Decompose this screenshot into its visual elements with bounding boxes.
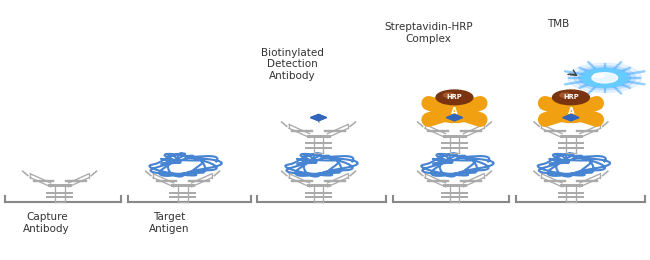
Text: A: A: [567, 107, 574, 116]
Text: Streptavidin-HRP
Complex: Streptavidin-HRP Complex: [384, 22, 473, 44]
Text: TMB: TMB: [547, 20, 569, 29]
Circle shape: [552, 90, 590, 105]
Circle shape: [574, 66, 636, 90]
Circle shape: [594, 74, 604, 77]
Circle shape: [579, 68, 630, 88]
Circle shape: [568, 63, 642, 93]
Text: A: A: [451, 107, 458, 116]
Text: Biotinylated
Detection
Antibody: Biotinylated Detection Antibody: [261, 48, 324, 81]
Polygon shape: [563, 114, 579, 121]
Polygon shape: [447, 114, 462, 121]
Text: Target
Antigen: Target Antigen: [150, 212, 190, 234]
Text: HRP: HRP: [447, 94, 462, 100]
Text: HRP: HRP: [563, 94, 578, 100]
Text: Capture
Antibody: Capture Antibody: [23, 212, 70, 234]
Circle shape: [443, 93, 454, 97]
Circle shape: [581, 69, 628, 87]
Circle shape: [592, 73, 617, 83]
Circle shape: [436, 90, 473, 105]
Polygon shape: [311, 114, 326, 121]
Circle shape: [560, 93, 571, 97]
